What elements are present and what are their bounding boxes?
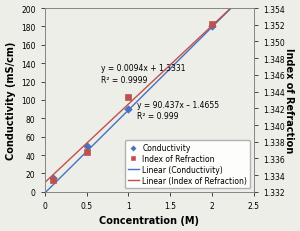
Point: [84, 150, 89, 154]
Point: [210, 24, 214, 28]
Point: [51, 179, 56, 182]
Legend: Conductivity, Index of Refraction, Linear (Conductivity), Linear (Index of Refra: Conductivity, Index of Refraction, Linea…: [124, 141, 250, 188]
Point: [126, 108, 131, 112]
Text: y = 0.0094x + 1.3331
R² = 0.9999: y = 0.0094x + 1.3331 R² = 0.9999: [101, 64, 186, 84]
Point: [51, 176, 56, 180]
X-axis label: Concentration (M): Concentration (M): [99, 216, 199, 225]
Y-axis label: Index of Refraction: Index of Refraction: [284, 48, 294, 153]
Text: y = 90.437x – 1.4655
R² = 0.999: y = 90.437x – 1.4655 R² = 0.999: [137, 100, 219, 121]
Point: [126, 95, 131, 99]
Point: [84, 144, 89, 148]
Y-axis label: Conductivity (mS/cm): Conductivity (mS/cm): [6, 42, 16, 159]
Point: [210, 23, 214, 27]
